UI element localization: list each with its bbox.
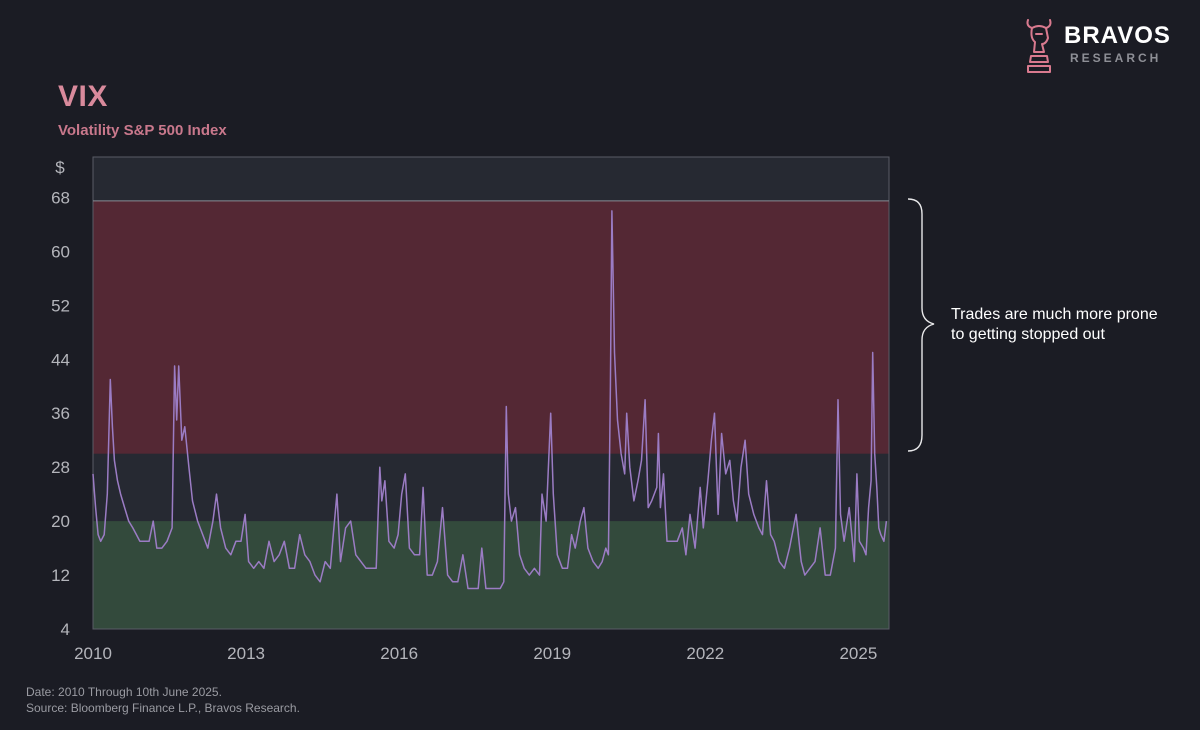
brand-logo: BRAVOS RESEARCH	[1022, 14, 1182, 76]
y-axis-unit: $	[55, 158, 65, 177]
high-volatility-zone	[93, 200, 889, 454]
chart-title: VIX	[58, 80, 108, 113]
low-volatility-zone	[93, 521, 889, 629]
brand-subtitle: RESEARCH	[1070, 51, 1162, 65]
plot-border	[92, 156, 890, 630]
annotation-text: Trades are much more prone to getting st…	[951, 305, 1196, 345]
y-tick-label: 12	[51, 566, 70, 585]
y-axis: 4 12 20 28 36 44 52 60 68	[51, 188, 70, 639]
x-tick-label: 2025	[839, 644, 877, 663]
y-tick-label: 68	[51, 188, 70, 207]
brand-name: BRAVOS	[1064, 22, 1171, 49]
annotation-line-2: to getting stopped out	[951, 326, 1105, 343]
y-tick-label: 36	[51, 404, 70, 423]
bull-chess-knight-icon	[1026, 19, 1052, 73]
x-tick-label: 2019	[533, 644, 571, 663]
x-tick-label: 2022	[686, 644, 724, 663]
chart-subtitle: Volatility S&P 500 Index	[58, 122, 227, 139]
x-tick-label: 2016	[380, 644, 418, 663]
x-tick-label: 2010	[74, 644, 112, 663]
y-tick-label: 52	[51, 296, 70, 315]
annotation-line-1: Trades are much more prone	[951, 306, 1158, 323]
y-tick-label: 44	[51, 350, 70, 369]
y-tick-label: 60	[51, 242, 70, 261]
chart-footer: Date: 2010 Through 10th June 2025. Sourc…	[26, 684, 300, 716]
vix-series-line	[92, 210, 888, 590]
footer-date-note: Date: 2010 Through 10th June 2025.	[26, 685, 222, 699]
y-tick-label: 28	[51, 458, 70, 477]
y-tick-label: 4	[61, 620, 70, 639]
footer-source-note: Source: Bloomberg Finance L.P., Bravos R…	[26, 701, 300, 715]
x-tick-label: 2013	[227, 644, 265, 663]
y-tick-label: 20	[51, 512, 70, 531]
annotation-brace	[907, 198, 935, 452]
x-axis: 2010 2013 2016 2019 2022 2025	[74, 644, 877, 663]
